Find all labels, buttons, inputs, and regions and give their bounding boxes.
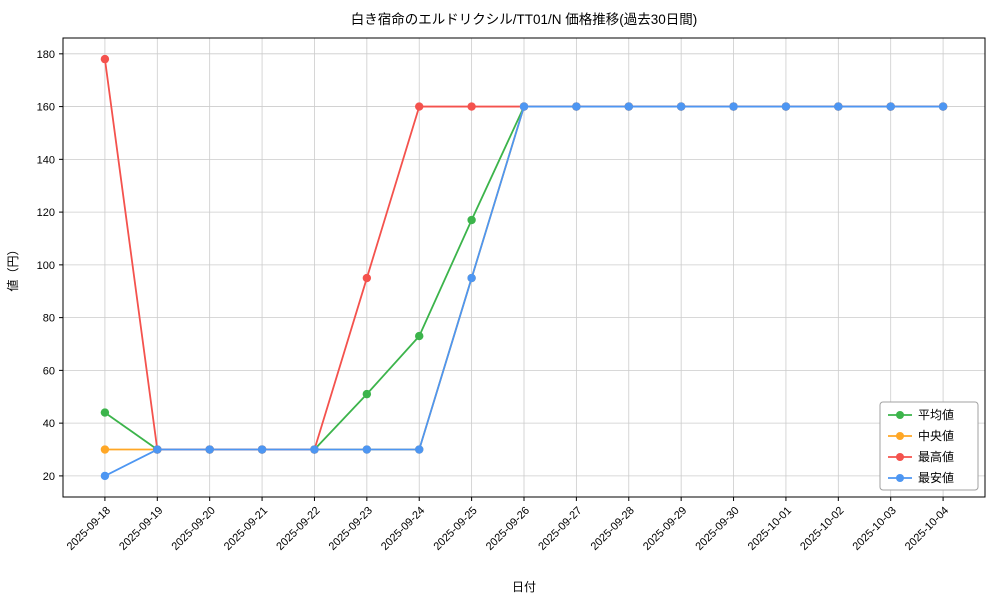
x-axis-label: 日付 — [512, 580, 536, 594]
x-tick-label: 2025-09-23 — [327, 505, 375, 553]
y-tick-label: 140 — [37, 154, 55, 166]
y-tick-label: 80 — [43, 313, 55, 325]
data-point-marker — [938, 102, 948, 111]
y-tick-label: 20 — [43, 471, 55, 483]
legend-marker — [896, 411, 904, 419]
data-point-marker — [415, 445, 424, 454]
data-point-marker — [624, 102, 633, 111]
data-point-marker — [100, 408, 110, 417]
data-point-marker — [886, 102, 895, 111]
y-tick-label: 40 — [43, 418, 55, 430]
data-point-marker — [205, 445, 214, 454]
data-point-marker — [519, 102, 529, 111]
y-tick-label: 60 — [43, 365, 55, 377]
legend-box — [879, 401, 979, 491]
x-tick-label: 2025-10-04 — [903, 505, 951, 553]
data-point-marker — [153, 445, 162, 454]
x-tick-label: 2025-09-27 — [536, 505, 584, 553]
legend-label: 平均値 — [918, 407, 954, 422]
x-tick-label: 2025-09-24 — [379, 505, 427, 553]
data-point-marker — [572, 102, 581, 111]
data-point-marker — [415, 331, 424, 341]
data-point-marker — [467, 215, 476, 225]
y-tick-label: 160 — [37, 102, 55, 114]
legend-label: 最高値 — [918, 449, 954, 464]
legend-label: 中央値 — [918, 428, 954, 443]
data-point-marker — [310, 445, 319, 454]
x-tick-label: 2025-09-20 — [170, 505, 218, 553]
legend-marker — [896, 474, 904, 482]
data-point-marker — [362, 445, 372, 454]
legend-label: 最安値 — [918, 470, 954, 485]
data-point-marker — [257, 445, 267, 454]
data-point-marker — [415, 102, 424, 111]
x-tick-label: 2025-09-22 — [274, 505, 322, 553]
x-tick-label: 2025-09-21 — [222, 505, 270, 553]
y-tick-label: 100 — [37, 260, 55, 272]
x-tick-label: 2025-09-28 — [589, 505, 637, 553]
y-tick-label: 180 — [37, 49, 55, 61]
y-axis-label: 値（円） — [5, 243, 20, 291]
data-point-marker — [729, 102, 738, 111]
x-tick-label: 2025-10-03 — [851, 505, 899, 553]
x-tick-label: 2025-09-25 — [431, 505, 479, 553]
x-tick-label: 2025-09-18 — [65, 505, 113, 553]
data-point-marker — [467, 102, 476, 111]
x-tick-label: 2025-10-02 — [798, 505, 846, 553]
data-point-marker — [676, 102, 686, 111]
x-tick-label: 2025-09-29 — [641, 505, 689, 553]
chart-title: 白き宿命のエルドリクシル/TT01/N 価格推移(過去30日間) — [351, 11, 698, 27]
data-point-marker — [362, 389, 372, 399]
data-point-marker — [781, 102, 791, 111]
data-point-marker — [100, 54, 110, 64]
legend-marker — [896, 432, 904, 440]
x-tick-label: 2025-09-30 — [693, 505, 741, 553]
x-tick-label: 2025-10-01 — [746, 505, 794, 553]
data-point-marker — [467, 273, 476, 283]
tick-marks — [59, 53, 944, 501]
x-tick-label: 2025-09-26 — [484, 505, 532, 553]
data-point-marker — [362, 273, 372, 283]
x-tick-label: 2025-09-19 — [117, 505, 165, 553]
data-point-marker — [834, 102, 843, 111]
data-point-marker — [100, 471, 110, 481]
data-point-marker — [100, 445, 110, 454]
series-最安値 — [100, 102, 948, 481]
legend-marker — [896, 453, 904, 461]
y-tick-label: 120 — [37, 207, 55, 219]
